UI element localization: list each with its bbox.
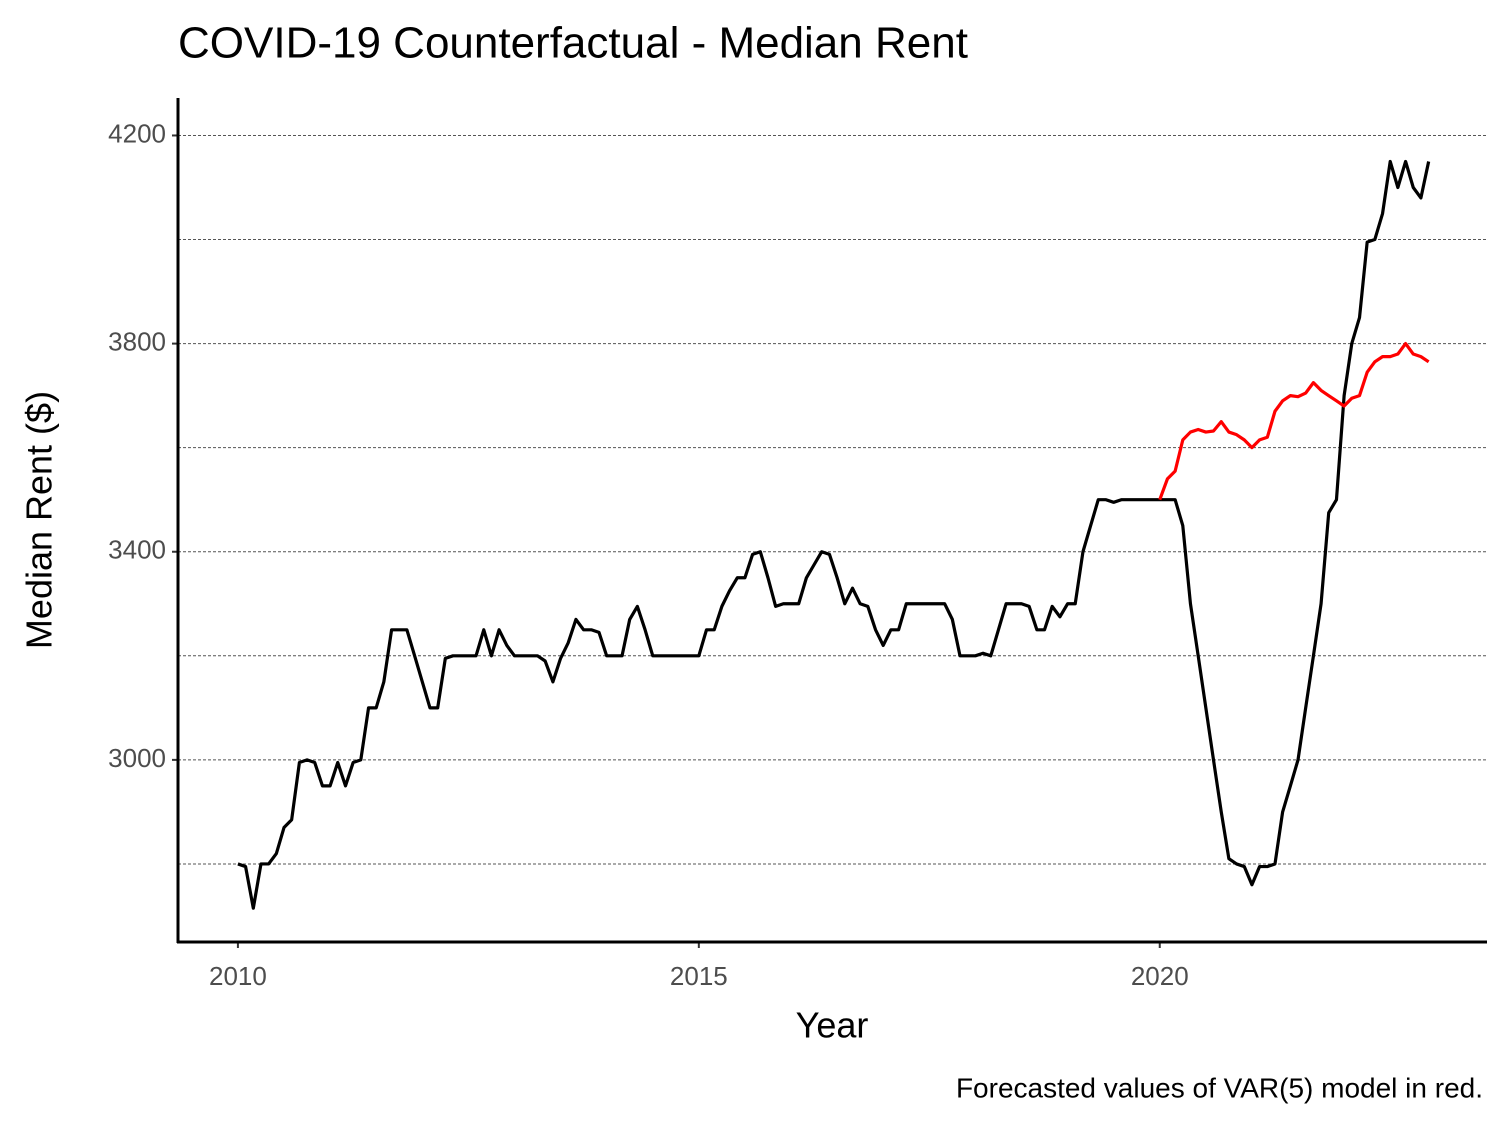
series-line bbox=[1158, 342, 1430, 501]
x-tick-label: 2010 bbox=[209, 961, 267, 991]
y-axis-title: Median Rent ($) bbox=[19, 391, 60, 649]
y-tick-label: 3800 bbox=[108, 326, 166, 356]
chart-title: COVID-19 Counterfactual - Median Rent bbox=[178, 19, 968, 68]
caption: Forecasted values of VAR(5) model in red… bbox=[956, 1072, 1483, 1103]
y-tick-label: 4200 bbox=[108, 118, 166, 148]
series-line bbox=[237, 159, 1431, 910]
y-tick-label: 3000 bbox=[108, 743, 166, 773]
y-tick-label: 3400 bbox=[108, 535, 166, 565]
x-tick-label: 2020 bbox=[1131, 961, 1189, 991]
x-axis-title: Year bbox=[796, 1005, 869, 1046]
x-tick-label: 2015 bbox=[670, 961, 728, 991]
